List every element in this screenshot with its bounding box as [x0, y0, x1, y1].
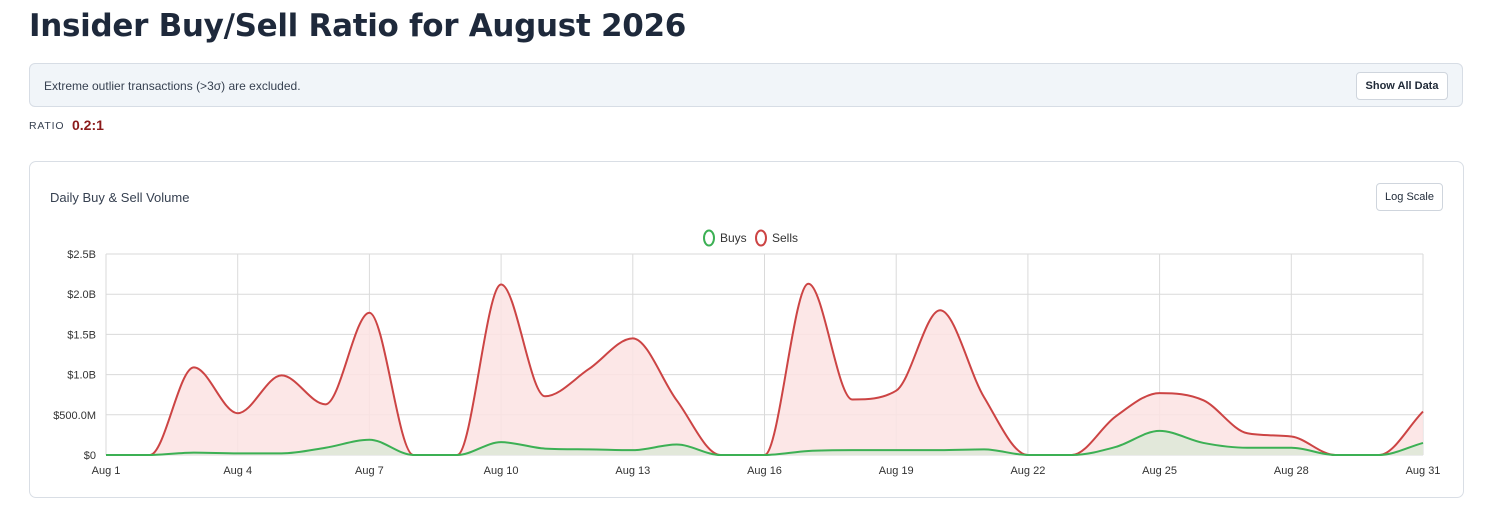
x-tick-label: Aug 4: [223, 465, 252, 477]
ratio-label: RATIO: [29, 120, 65, 132]
x-tick-label: Aug 10: [484, 465, 519, 477]
legend-sells-marker: [755, 229, 767, 247]
outlier-notice: Extreme outlier transactions (>3σ) are e…: [29, 63, 1463, 107]
page-title: Insider Buy/Sell Ratio for August 2026: [29, 8, 687, 44]
x-tick-label: Aug 22: [1010, 465, 1045, 477]
legend-buys-marker: [703, 229, 715, 247]
x-tick-label: Aug 28: [1274, 465, 1309, 477]
sells-area: [106, 283, 1423, 455]
x-tick-label: Aug 16: [747, 465, 782, 477]
y-tick-label: $0: [84, 450, 96, 462]
ratio-value: 0.2:1: [72, 117, 104, 133]
y-tick-label: $500.0M: [53, 410, 96, 422]
y-tick-label: $1.5B: [67, 329, 96, 341]
y-tick-label: $1.0B: [67, 370, 96, 382]
show-all-data-button[interactable]: Show All Data: [1356, 72, 1448, 100]
y-tick-label: $2.5B: [67, 249, 96, 261]
log-scale-button[interactable]: Log Scale: [1376, 183, 1443, 211]
outlier-notice-text: Extreme outlier transactions (>3σ) are e…: [44, 79, 301, 93]
buys-line: [105, 429, 1424, 457]
buys-area: [106, 430, 1423, 455]
volume-chart: $0 $500.0M $1.0B $1.5B $2.0B $2.5B Aug 1 Aug 4 A…: [53, 229, 1441, 477]
chart-title: Daily Buy & Sell Volume: [50, 190, 190, 205]
x-tick-label: Aug 1: [92, 465, 121, 477]
x-tick-label: Aug 25: [1142, 465, 1177, 477]
x-tick-label: Aug 31: [1406, 465, 1441, 477]
x-tick-label: Aug 7: [355, 465, 384, 477]
legend-sells-label: Sells: [772, 231, 798, 245]
x-tick-label: Aug 19: [879, 465, 914, 477]
y-tick-label: $2.0B: [67, 289, 96, 301]
x-tick-label: Aug 13: [615, 465, 650, 477]
chart-card: Daily Buy & Sell Volume Log Scale $0 $500…: [29, 161, 1464, 498]
legend-buys-label: Buys: [720, 231, 747, 245]
